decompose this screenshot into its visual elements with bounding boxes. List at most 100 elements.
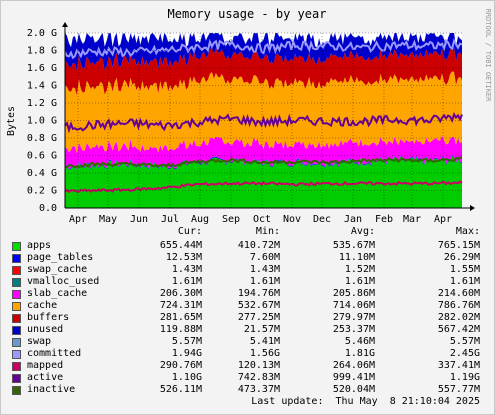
x-tick-label: Jan: [344, 214, 362, 225]
legend-avg-value: 11.10M: [338, 252, 375, 263]
legend-avg-value: 1.81G: [344, 348, 375, 359]
legend-header-max: Max:: [455, 226, 480, 237]
legend-cur-value: 281.65M: [159, 312, 202, 323]
legend-swatch: [12, 290, 21, 299]
x-tick-label: Apr: [434, 214, 452, 225]
area-cache: [65, 71, 462, 153]
y-tick-label: 1.6 G: [27, 63, 57, 74]
x-tick-label: Feb: [375, 214, 393, 225]
x-tick-label: Jun: [130, 214, 148, 225]
legend-avg-value: 535.67M: [332, 240, 375, 251]
line-committed: [64, 38, 463, 60]
legend-swatch: [12, 266, 21, 275]
legend-cur-value: 1.61M: [171, 276, 202, 287]
legend-label: cache: [27, 300, 58, 311]
legend-max-value: 282.02M: [437, 312, 480, 323]
legend-row-buffers: buffers 281.65M 277.25M 279.97M 282.02M: [12, 312, 482, 324]
area-swap: [65, 32, 462, 48]
legend-swatch: [12, 278, 21, 287]
legend-min-value: 1.61M: [249, 276, 280, 287]
legend-max-value: 1.55M: [449, 264, 480, 275]
legend-row-unused: unused 119.88M 21.57M 253.37M 567.42M: [12, 324, 482, 336]
legend-avg-value: 264.06M: [332, 360, 375, 371]
legend-max-value: 765.15M: [437, 240, 480, 251]
legend-max-value: 26.29M: [443, 252, 480, 263]
legend-label: inactive: [27, 384, 76, 395]
legend-label: committed: [27, 348, 82, 359]
legend-header-min: Min:: [255, 226, 280, 237]
chart-title: Memory usage - by year: [168, 7, 327, 21]
legend-max-value: 5.57M: [449, 336, 480, 347]
legend-avg-value: 253.37M: [332, 324, 375, 335]
y-axis-label: Bytes: [6, 106, 17, 136]
legend-label: swap_cache: [27, 264, 88, 275]
legend-max-value: 786.76M: [437, 300, 480, 311]
legend-min-value: 742.83M: [237, 372, 280, 383]
legend-row-cache: cache 724.31M 532.67M 714.06M 786.76M: [12, 300, 482, 312]
legend-header-cur: Cur:: [177, 226, 202, 237]
y-tick-label: 0.0: [39, 203, 57, 214]
line-active: [64, 112, 463, 134]
legend-swatch: [12, 362, 21, 371]
x-tick-label: Sep: [222, 214, 240, 225]
legend-swatch: [12, 326, 21, 335]
y-tick-label: 1.2 G: [27, 98, 57, 109]
line-mapped: [64, 180, 463, 193]
legend-cur-value: 1.94G: [171, 348, 202, 359]
y-tick-label: 0.4 G: [27, 168, 57, 179]
legend-cur-value: 526.11M: [159, 384, 202, 395]
legend-row-apps: apps 655.44M 410.72M 535.67M 765.15M: [12, 240, 482, 252]
legend-min-value: 277.25M: [237, 312, 280, 323]
legend-row-slab-cache: slab_cache 206.30M 194.76M 205.86M 214.60M: [12, 288, 482, 300]
legend-max-value: 567.42M: [437, 324, 480, 335]
legend-swatch: [12, 338, 21, 347]
legend-row-mapped: mapped 290.76M 120.13M 264.06M 337.41M: [12, 360, 482, 372]
legend-label: apps: [27, 240, 52, 251]
legend-max-value: 214.60M: [437, 288, 480, 299]
legend-row-active: active 1.10G 742.83M 999.41M 1.19G: [12, 372, 482, 384]
legend-row-swap-cache: swap_cache 1.43M 1.43M 1.52M 1.55M: [12, 264, 482, 276]
legend-label: page_tables: [27, 252, 94, 263]
legend-min-value: 532.67M: [237, 300, 280, 311]
y-tick-label: 0.2 G: [27, 186, 57, 197]
legend-swatch: [12, 242, 21, 251]
legend-avg-value: 279.97M: [332, 312, 375, 323]
legend-row-vmalloc-used: vmalloc_used 1.61M 1.61M 1.61M 1.61M: [12, 276, 482, 288]
legend-max-value: 337.41M: [437, 360, 480, 371]
legend-cur-value: 655.44M: [159, 240, 202, 251]
legend-label: slab_cache: [27, 288, 88, 299]
legend-cur-value: 1.10G: [171, 372, 202, 383]
y-tick-label: 1.8 G: [27, 46, 57, 57]
y-tick-label: 1.4 G: [27, 81, 57, 92]
x-tick-label: Aug: [191, 214, 209, 225]
legend-avg-value: 1.52M: [344, 264, 375, 275]
y-tick-label: 1.0 G: [27, 116, 57, 127]
x-tick-label: Dec: [313, 214, 331, 225]
legend-label: unused: [27, 324, 64, 335]
legend-avg-value: 999.41M: [332, 372, 375, 383]
legend-cur-value: 290.76M: [159, 360, 202, 371]
legend-swatch: [12, 254, 21, 263]
x-tick-label: Nov: [283, 214, 301, 225]
legend-min-value: 1.43M: [249, 264, 280, 275]
legend-swatch: [12, 314, 21, 323]
legend-max-value: 2.45G: [449, 348, 480, 359]
legend-label: mapped: [27, 360, 64, 371]
legend-label: vmalloc_used: [27, 276, 100, 287]
legend-swatch: [12, 386, 21, 395]
legend-avg-value: 205.86M: [332, 288, 375, 299]
legend-cur-value: 119.88M: [159, 324, 202, 335]
legend-label: swap: [27, 336, 52, 347]
legend-header-avg: Avg:: [350, 226, 375, 237]
legend-min-value: 1.56G: [249, 348, 280, 359]
legend-min-value: 21.57M: [243, 324, 280, 335]
legend-min-value: 410.72M: [237, 240, 280, 251]
legend-cur-value: 206.30M: [159, 288, 202, 299]
x-tick-label: Apr: [69, 214, 87, 225]
x-axis-arrow: [470, 205, 475, 211]
legend-cur-value: 724.31M: [159, 300, 202, 311]
legend-avg-value: 5.46M: [344, 336, 375, 347]
y-axis-arrow: [62, 22, 68, 27]
legend-swatch: [12, 374, 21, 383]
